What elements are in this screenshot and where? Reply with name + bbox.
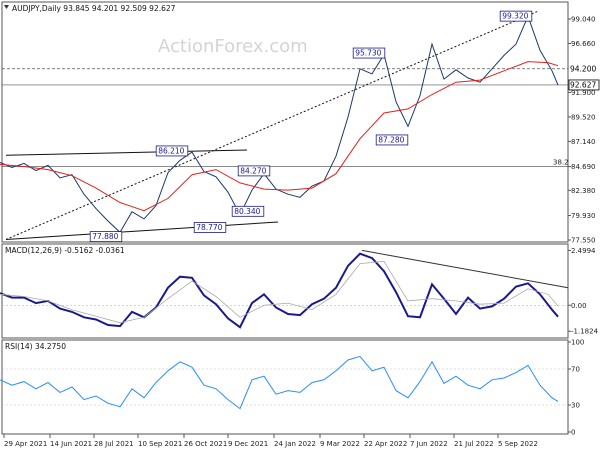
y-tick-label: 82.380 (571, 187, 596, 195)
rsi-series (0, 355, 559, 410)
price-panel-frame (1, 1, 569, 243)
annotation-label: 84.270 (240, 166, 266, 175)
annotation-box (352, 47, 386, 59)
y-tick-label: -1.1824 (571, 328, 599, 336)
x-tick-label: 10 Sep 2021 (138, 440, 182, 448)
watermark: ActionForex.com (158, 36, 308, 57)
x-tick-label: 9 Mar 2022 (320, 440, 360, 448)
annotation-label: 86.210 (158, 146, 184, 155)
annotation-box (193, 222, 227, 233)
trendline-0 (5, 149, 248, 156)
y-tick-label: 100 (571, 339, 584, 347)
annotation-box (375, 134, 409, 146)
annotation-label: 99.320 (502, 12, 528, 21)
macd-panel-title: MACD(12,26,9) -0.5162 -0.0361 (5, 246, 125, 255)
annotation-label: 95.730 (355, 49, 381, 58)
series-line-signal (0, 260, 559, 324)
rsi-panel-frame (1, 339, 569, 435)
x-tick-label: 9 Dec 2021 (228, 440, 268, 448)
price-panel-title: AUDJPY,Daily 93.845 94.201 92.509 92.627 (12, 4, 176, 13)
x-tick-label: 29 Apr 2021 (4, 440, 47, 448)
y-tick-label: 30 (571, 402, 580, 410)
x-tick-label: 14 Jun 2021 (50, 440, 92, 448)
annotation-box (155, 145, 189, 157)
rsi-panel: 100 70 30 0 RSI(14) 34.2750 (0, 339, 584, 437)
price-annotations: 99.320 95.730 87.280 86.210 84.270 80.340 78.7… (89, 10, 533, 243)
fib-level-label: 38.2 (553, 159, 569, 167)
annotation-label: 80.340 (234, 207, 260, 216)
y-tick-label: 87.140 (571, 138, 596, 146)
annotation-label: 87.280 (378, 135, 404, 144)
x-tick-label: 28 Jul 2021 (94, 440, 134, 448)
trendline-0 (361, 249, 569, 289)
macd-series (0, 252, 559, 329)
series-line-rsi (0, 355, 559, 410)
y-tick-label: 91.900 (571, 89, 596, 97)
x-tick-label: 7 Jun 2022 (410, 440, 448, 448)
x-tick-label: 26 Oct 2021 (184, 440, 227, 448)
annotation-box (89, 231, 123, 243)
series-line-macd (0, 252, 559, 329)
y-tick-label: 99.040 (571, 16, 596, 24)
price-tag-label: 94.200 (570, 64, 596, 73)
y-tick-label: 2.4994 (571, 247, 596, 255)
annotation-label: 78.770 (196, 223, 222, 232)
series-line-price (0, 14, 559, 234)
y-tick-label: 79.930 (571, 212, 596, 220)
y-tick-label: 77.550 (571, 237, 596, 245)
price-tag-label: 92.627 (570, 80, 596, 89)
annotation-box (499, 10, 533, 22)
annotation-box (237, 165, 271, 177)
trendline-2 (5, 10, 539, 240)
x-tick-label: 5 Sep 2022 (498, 440, 538, 448)
price-panel: ActionForex.com 38.2 99.320 95.730 87.280 8… (0, 1, 600, 245)
rsi-panel-title: RSI(14) 34.2750 (5, 342, 66, 351)
y-tick-label: 70 (571, 366, 580, 374)
macd-trendlines (361, 249, 569, 289)
price-trendlines (5, 10, 539, 240)
macd-panel-frame (1, 243, 569, 339)
y-tick-label: 0.00 (571, 302, 587, 310)
price-tag-box (568, 63, 600, 75)
price-series (0, 14, 559, 234)
y-tick-label: 96.660 (571, 40, 596, 48)
y-tick-label: 89.520 (571, 113, 596, 121)
macd-panel: 2.4994 0.00 -1.1824 MACD(12,26,9) -0.5162 … (0, 243, 599, 339)
y-tick-label: 84.690 (571, 163, 596, 171)
rsi-y-axis: 100 70 30 0 (568, 339, 584, 437)
panel-collapse-icon (4, 5, 9, 9)
trendline-1 (5, 221, 279, 240)
x-tick-label: 21 Jul 2022 (454, 440, 494, 448)
price-tags: 94.200 92.627 (568, 63, 600, 91)
annotation-box (231, 205, 265, 217)
series-line-ma (0, 61, 559, 212)
annotation-label: 77.880 (92, 232, 118, 241)
macd-y-axis: 2.4994 0.00 -1.1824 (568, 247, 599, 336)
y-tick-label: 0 (571, 429, 575, 437)
x-axis: 29 Apr 2021 14 Jun 2021 28 Jul 2021 10 Sep … (3, 434, 538, 448)
price-tag-box (568, 79, 600, 91)
price-level-lines: 38.2 (2, 68, 569, 167)
x-tick-label: 24 Jan 2022 (274, 440, 316, 448)
x-tick-label: 22 Apr 2022 (364, 440, 407, 448)
